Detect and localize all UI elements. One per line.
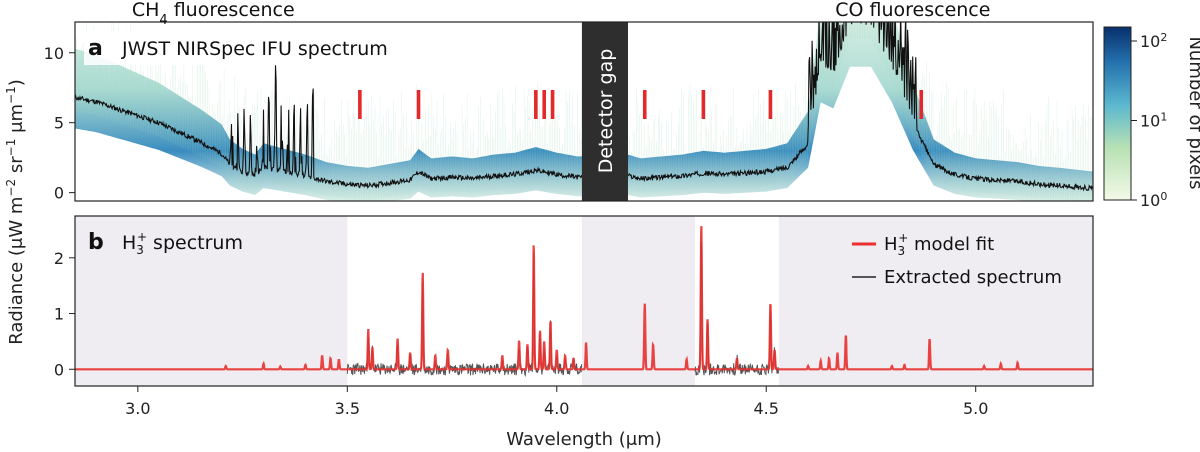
panel-a-title-box bbox=[84, 31, 444, 65]
model-fit-line bbox=[75, 226, 1093, 371]
colorbar-tick-label: 100 bbox=[1140, 190, 1167, 211]
red-marker bbox=[642, 90, 647, 119]
x-tick-label: 4.5 bbox=[754, 399, 779, 418]
shaded-region bbox=[778, 216, 1093, 386]
shaded-region bbox=[75, 216, 348, 386]
model-fit-path bbox=[75, 226, 1093, 371]
red-marker bbox=[701, 90, 706, 119]
y-axis-label: Radiance (μW m−2 sr−1 μm−1) bbox=[4, 79, 27, 345]
detector-gap: Detector gap bbox=[581, 22, 628, 201]
colorbar-label: Number of pixels bbox=[1185, 36, 1200, 189]
ch4-fluorescence-label: CH4 fluorescence bbox=[132, 0, 295, 28]
panel-a-frame bbox=[74, 21, 1094, 202]
red-marker bbox=[542, 90, 547, 119]
colorbar-tick-label: 101 bbox=[1140, 110, 1167, 131]
detector-gap-band bbox=[581, 22, 628, 201]
panel-a-y-ticks: 0 5 10 bbox=[44, 44, 75, 203]
y-tick-label: 10 bbox=[44, 44, 64, 63]
legend-label: Extracted spectrum bbox=[884, 267, 1062, 288]
legend-label: H3+ model fit bbox=[884, 231, 994, 258]
density-band-area bbox=[75, 22, 1093, 201]
legend: H3+ model fit Extracted spectrum bbox=[852, 231, 1062, 288]
panel-b: 0 1 2 3.0 3.5 4.0 4.5 5.0 b H3+ spectrum H3+ m… bbox=[54, 215, 1094, 450]
y-tick-label: 5 bbox=[54, 114, 64, 133]
colorbar-frame bbox=[1103, 26, 1132, 201]
red-marker bbox=[416, 90, 421, 119]
panel-b-frame bbox=[74, 215, 1094, 387]
panel-b-title: H3+ spectrum bbox=[122, 230, 243, 257]
x-tick-label: 3.0 bbox=[125, 399, 150, 418]
y-tick-label: 2 bbox=[54, 249, 64, 268]
colorbar-ticks: 100 101 102 bbox=[1131, 30, 1167, 210]
y-tick-label: 1 bbox=[54, 305, 64, 324]
x-tick-label: 4.0 bbox=[544, 399, 569, 418]
red-marker bbox=[919, 90, 924, 119]
red-marker bbox=[534, 90, 538, 119]
red-line-markers bbox=[358, 90, 924, 119]
co-fluorescence-label: CO fluorescence bbox=[835, 0, 990, 21]
panel-a-title: JWST NIRSpec IFU spectrum bbox=[121, 38, 388, 60]
y-tick-label: 0 bbox=[54, 360, 64, 379]
colorbar-tick-label: 102 bbox=[1140, 30, 1167, 51]
red-marker bbox=[550, 90, 555, 119]
panel-b-letter: b bbox=[88, 230, 104, 255]
shaded-regions bbox=[75, 216, 1093, 386]
x-axis-ticks: 3.0 3.5 4.0 4.5 5.0 bbox=[125, 386, 988, 418]
x-tick-label: 5.0 bbox=[963, 399, 988, 418]
x-tick-label: 3.5 bbox=[335, 399, 360, 418]
detector-gap-label: Detector gap bbox=[595, 49, 617, 174]
y-tick-label: 0 bbox=[54, 184, 64, 203]
x-axis-label: Wavelength (μm) bbox=[506, 429, 662, 450]
panel-a-annotations: CH4 fluorescence CO fluorescence bbox=[132, 0, 991, 28]
panel-a: Detector gap 0 5 10 a JWST NIRSpec IFU spe… bbox=[44, 0, 1094, 203]
colorbar: 100 101 102 Number of pixels bbox=[1103, 26, 1200, 210]
panel-b-y-ticks: 0 1 2 bbox=[54, 249, 75, 379]
red-marker bbox=[768, 90, 773, 119]
panel-a-letter: a bbox=[88, 36, 103, 61]
red-marker bbox=[358, 90, 362, 119]
colorbar-gradient bbox=[1104, 27, 1131, 200]
shaded-region bbox=[581, 216, 696, 386]
